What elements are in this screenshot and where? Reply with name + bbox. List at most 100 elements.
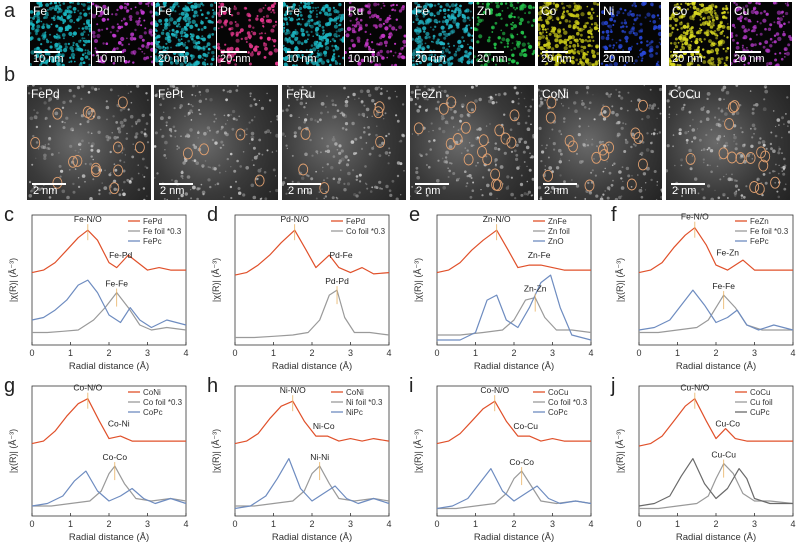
x-tick-label: 2 xyxy=(713,519,718,529)
series-line-coni xyxy=(31,398,186,445)
scale-bar xyxy=(542,51,568,53)
x-tick-label: 0 xyxy=(434,519,439,529)
series-line-copc xyxy=(31,470,187,507)
single-atom-circle xyxy=(729,100,740,113)
y-axis-label: |χ(R)| (Å⁻³) xyxy=(615,429,625,473)
single-atom-circle xyxy=(506,136,517,149)
y-axis-label: |χ(R)| (Å⁻³) xyxy=(8,429,18,473)
single-atom-circle xyxy=(745,152,756,164)
eds-element-label: Ru xyxy=(348,4,364,18)
eds-map-fe: Fe 20 nm xyxy=(412,2,473,66)
eds-element-label: Cu xyxy=(734,4,750,18)
series-line-zno xyxy=(437,274,592,341)
annotation-metal-shell: Cu-Cu xyxy=(711,450,736,460)
single-atom-circle xyxy=(604,141,615,154)
eds-map-dots xyxy=(92,2,153,65)
series-line-cocu xyxy=(436,400,591,445)
single-atom-circle xyxy=(254,174,265,187)
exafs-panel-h: h 0 1 2 3 4 Radial distance (Å) |χ(R)| (Å⁻³) CoN… xyxy=(203,374,396,542)
x-tick-label: 1 xyxy=(68,519,73,529)
stem-title: CoCu xyxy=(670,87,701,101)
annotation-second-shell: Zn-Fe xyxy=(528,250,551,260)
x-tick-label: 0 xyxy=(636,348,641,358)
x-tick-label: 4 xyxy=(588,348,593,358)
annotation-first-shell: Co-N/O xyxy=(480,385,509,395)
single-atom-circle xyxy=(758,159,769,172)
stem-title: FeRu xyxy=(286,87,316,101)
legend-entry: Zn foil xyxy=(548,227,570,236)
scale-bar-label: 10 nm xyxy=(33,53,64,65)
annotation-second-shell: Cu-Co xyxy=(715,419,740,429)
panel-label-b: b xyxy=(4,64,16,86)
stem-texture xyxy=(666,85,790,200)
series-line-ni-foil--0-3 xyxy=(235,465,390,507)
x-tick-label: 0 xyxy=(232,348,237,358)
scale-bar xyxy=(416,51,442,53)
annotation-second-shell: Fe-Pd xyxy=(109,250,132,260)
x-tick-label: 3 xyxy=(550,519,555,529)
stem-image-fept: FePt 2 nm xyxy=(154,85,278,200)
single-atom-circle xyxy=(724,117,735,130)
exafs-plot: c 0 1 2 3 4 Radial distance (Å) |χ(R)| (Å⁻³) FeP… xyxy=(4,204,189,371)
eds-map-dots xyxy=(538,2,599,66)
single-atom-circle xyxy=(490,168,501,181)
x-axis-label: Radial distance (Å) xyxy=(474,532,554,542)
y-axis-label: |χ(R)| (Å⁻³) xyxy=(8,258,18,302)
eds-map-dots xyxy=(669,2,730,66)
x-tick-label: 0 xyxy=(232,519,237,529)
scale-bar xyxy=(415,183,449,185)
x-tick-label: 3 xyxy=(145,348,150,358)
single-atom-circle xyxy=(626,178,637,191)
series-line-zn-foil xyxy=(437,297,592,336)
single-atom-circle xyxy=(600,105,611,118)
x-tick-label: 2 xyxy=(511,519,516,529)
single-atom-circle xyxy=(300,127,311,140)
eds-element-label: Co xyxy=(541,4,557,18)
eds-element-label: Pt xyxy=(220,4,232,18)
exafs-plot: j 0 1 2 3 4 Radial distance (Å) |χ(R)| (Å⁻³) CoC… xyxy=(610,375,796,542)
single-atom-circle xyxy=(500,132,511,145)
series-line-fezn xyxy=(638,227,793,274)
scale-bar xyxy=(221,51,247,53)
single-atom-circle xyxy=(735,152,746,165)
x-tick-label: 2 xyxy=(511,348,516,358)
legend-entry: Ni foil *0.3 xyxy=(346,398,383,407)
eds-map-dots xyxy=(600,2,661,66)
y-axis-label: |χ(R)| (Å⁻³) xyxy=(413,429,423,473)
stem-texture xyxy=(538,85,662,200)
annotation-metal-shell: Ni-Ni xyxy=(310,452,329,462)
single-atom-circle xyxy=(235,128,246,141)
stem-texture xyxy=(154,85,278,200)
single-atom-circle xyxy=(727,101,738,114)
x-tick-label: 4 xyxy=(386,348,391,358)
single-atom-circle xyxy=(770,176,781,189)
eds-map-fe: Fe 20 nm xyxy=(155,2,216,66)
eds-element-label: Fe xyxy=(286,4,301,18)
exafs-plot: g 0 1 2 3 4 Radial distance (Å) |χ(R)| (Å⁻³) CoN… xyxy=(4,375,189,542)
eds-map-pt: Pt 20 nm xyxy=(217,2,278,66)
single-atom-circle xyxy=(72,154,83,167)
scale-bar-label: 2 nm xyxy=(288,185,313,197)
single-atom-circle xyxy=(30,136,41,149)
x-axis-label: Radial distance (Å) xyxy=(676,532,756,542)
series-line-fepd xyxy=(31,229,186,274)
scale-bar xyxy=(96,51,122,53)
scale-bar xyxy=(478,51,504,53)
single-atom-circle xyxy=(52,107,63,120)
stem-title: FePd xyxy=(31,87,60,101)
single-atom-circle xyxy=(52,176,63,189)
eds-map-pd: Pd 10 nm xyxy=(92,2,153,66)
single-atom-circle xyxy=(478,134,489,147)
single-atom-circle xyxy=(182,147,193,160)
panel-label: d xyxy=(207,204,218,226)
scale-bar-label: 2 nm xyxy=(416,185,441,197)
y-axis-label: |χ(R)| (Å⁻³) xyxy=(615,258,625,302)
single-atom-circle xyxy=(564,134,575,147)
stem-texture xyxy=(410,85,534,200)
exafs-panel-j: j 0 1 2 3 4 Radial distance (Å) |χ(R)| (Å⁻³) CoC… xyxy=(607,374,800,542)
single-atom-circle xyxy=(584,179,595,192)
exafs-plot: h 0 1 2 3 4 Radial distance (Å) |χ(R)| (Å⁻³) CoN… xyxy=(207,375,392,542)
panel-label: i xyxy=(409,375,413,397)
exafs-panel-f: f 0 1 2 3 4 Radial distance (Å) |χ(R)| (Å⁻³) FeZ… xyxy=(607,203,800,371)
series-line-co-foil--0-3 xyxy=(235,289,390,339)
